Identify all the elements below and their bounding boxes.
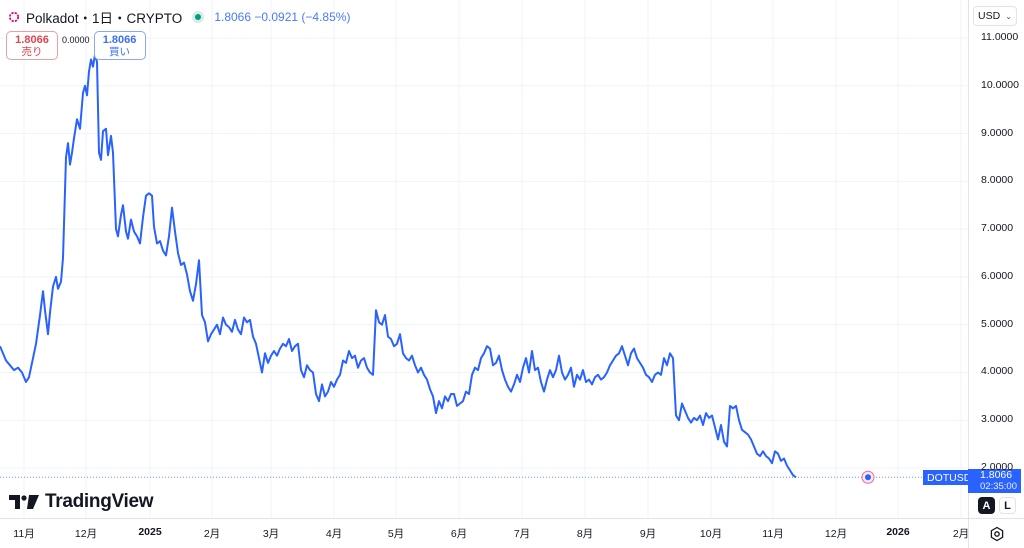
price-tick-label: 7.0000: [981, 222, 1014, 235]
auto-scale-button[interactable]: A: [978, 497, 995, 514]
price-series-line[interactable]: [0, 53, 797, 479]
time-tick-label: 3月: [262, 528, 280, 540]
time-tick-label: 2026: [886, 526, 910, 538]
legend-change: −0.0921: [254, 10, 299, 24]
symbol-legend: Polkadot・1日・CRYPTO 1.8066 −0.0921 (−4.85…: [8, 7, 350, 27]
sell-price: 1.8066: [15, 33, 49, 46]
buy-price: 1.8066: [102, 33, 137, 46]
time-tick-label: 4月: [325, 528, 343, 540]
chart-settings-button[interactable]: [968, 518, 1024, 548]
time-tick-label: 2月: [952, 528, 970, 540]
legend-values: 1.8066 −0.0921 (−4.85%): [214, 10, 350, 24]
market-open-status-icon: [192, 11, 205, 23]
time-tick-label: 12月: [74, 528, 98, 540]
bar-countdown: 02:35:00: [980, 481, 1017, 492]
symbol-price-tag: DOTUSD: [923, 470, 976, 485]
price-tick-label: 9.0000: [981, 126, 1014, 139]
logo-text: TradingView: [45, 491, 154, 512]
scale-buttons: A L: [978, 497, 1016, 514]
price-tick-label: 6.0000: [981, 269, 1014, 282]
last-price-value: 1.8066: [980, 469, 1013, 481]
price-tick-label: 11.0000: [981, 31, 1019, 43]
sell-label: 売り: [21, 45, 43, 58]
buy-label: 買い: [109, 45, 131, 58]
time-tick-label: 10月: [699, 528, 723, 540]
price-tick-label: 4.0000: [981, 365, 1014, 378]
time-tick-label: 6月: [450, 528, 468, 540]
spread-value: 0.0000: [62, 34, 90, 45]
time-tick-label: 2月: [203, 528, 221, 540]
price-line-plot[interactable]: [0, 0, 968, 518]
buy-button[interactable]: 1.8066 買い: [93, 31, 146, 60]
log-scale-button[interactable]: L: [999, 497, 1016, 514]
price-tick-label: 3.0000: [981, 413, 1014, 426]
time-tick-label: 7月: [513, 528, 531, 540]
trade-panel: 1.8066 売り 0.0000 1.8066 買い: [6, 31, 146, 60]
symbol-title[interactable]: Polkadot・1日・CRYPTO: [26, 11, 183, 26]
chart-pane[interactable]: Polkadot・1日・CRYPTO 1.8066 −0.0921 (−4.85…: [0, 0, 976, 518]
tradingview-logo-icon: [9, 495, 39, 509]
price-tick-label: 10.0000: [981, 78, 1019, 91]
legend-last: 1.8066: [214, 10, 252, 24]
price-tick-label: 5.0000: [981, 317, 1014, 330]
last-price-label: 1.8066 02:35:00: [968, 469, 1021, 493]
time-tick-label: 11月: [13, 528, 35, 540]
price-tick-label: 2.0000: [981, 461, 1014, 474]
tradingview-logo[interactable]: TradingView: [9, 491, 154, 513]
time-tick-label: 12月: [824, 528, 848, 540]
polkadot-logo-icon: [8, 11, 20, 23]
currency-selector[interactable]: USD ⌄: [973, 6, 1017, 26]
last-point-dot: [865, 474, 871, 481]
time-tick-label: 8月: [576, 528, 594, 540]
time-tick-label: 9月: [639, 528, 657, 540]
price-axis[interactable]: [968, 0, 1024, 518]
settings-gear-icon: [990, 526, 1004, 541]
sell-button[interactable]: 1.8066 売り: [6, 31, 58, 60]
time-tick-label: 2025: [138, 526, 162, 538]
chevron-down-icon: ⌄: [1005, 11, 1012, 21]
time-tick-label: 11月: [762, 528, 784, 540]
legend-change-pct: (−4.85%): [301, 10, 351, 24]
price-tick-label: 8.0000: [981, 174, 1014, 187]
time-axis[interactable]: [0, 518, 968, 548]
currency-label: USD: [978, 10, 1001, 22]
time-tick-label: 5月: [387, 528, 405, 540]
